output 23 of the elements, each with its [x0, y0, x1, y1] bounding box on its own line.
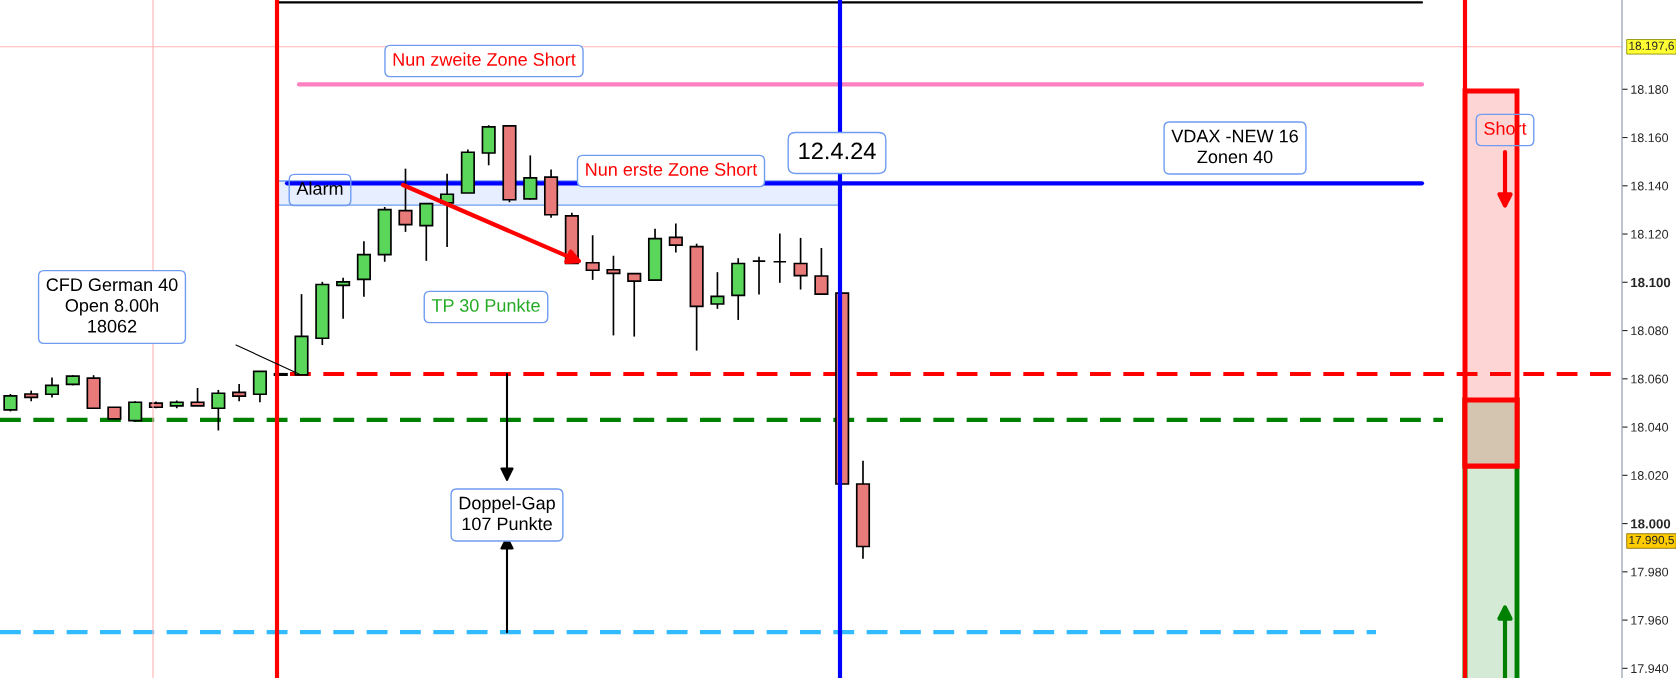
annotation: CFD German 40 Open 8.00h 18062	[46, 278, 178, 333]
text: 17.990,5	[1629, 535, 1674, 546]
y-tick-label: 18.060	[1631, 374, 1669, 384]
y-tick-label: 18.020	[1631, 471, 1669, 480]
y-tick-label: 17.940	[1631, 664, 1669, 673]
ref-line-label: Nun erste Zone Short	[586, 162, 758, 176]
band-label: Alarm	[296, 181, 343, 195]
annotation: VDAX -NEW 16 Zonen 40	[1171, 129, 1298, 164]
y-tick-label: 18.180	[1631, 85, 1669, 94]
annotation: Doppel-Gap 107 Punkte	[459, 496, 555, 531]
ref-line-label: 18.197,6	[1629, 41, 1674, 52]
y-tick-label: 18.120	[1631, 229, 1669, 239]
annotation: TP 30 Punkte	[431, 298, 540, 312]
y-tick-label: 18.000	[1631, 519, 1671, 529]
y-tick-label: 18.140	[1631, 181, 1669, 191]
y-tick-label: 17.960	[1631, 615, 1669, 625]
y-tick-label: 18.080	[1631, 326, 1669, 336]
annotation: 12.4.24	[799, 142, 876, 160]
y-tick-label: 18.100	[1631, 277, 1671, 288]
y-tick-label: 17.980	[1631, 567, 1669, 577]
y-tick-label: 18.040	[1631, 422, 1669, 432]
y-tick-label: 18.160	[1631, 133, 1669, 143]
ref-line-label: Nun zweite Zone Short	[393, 52, 576, 66]
